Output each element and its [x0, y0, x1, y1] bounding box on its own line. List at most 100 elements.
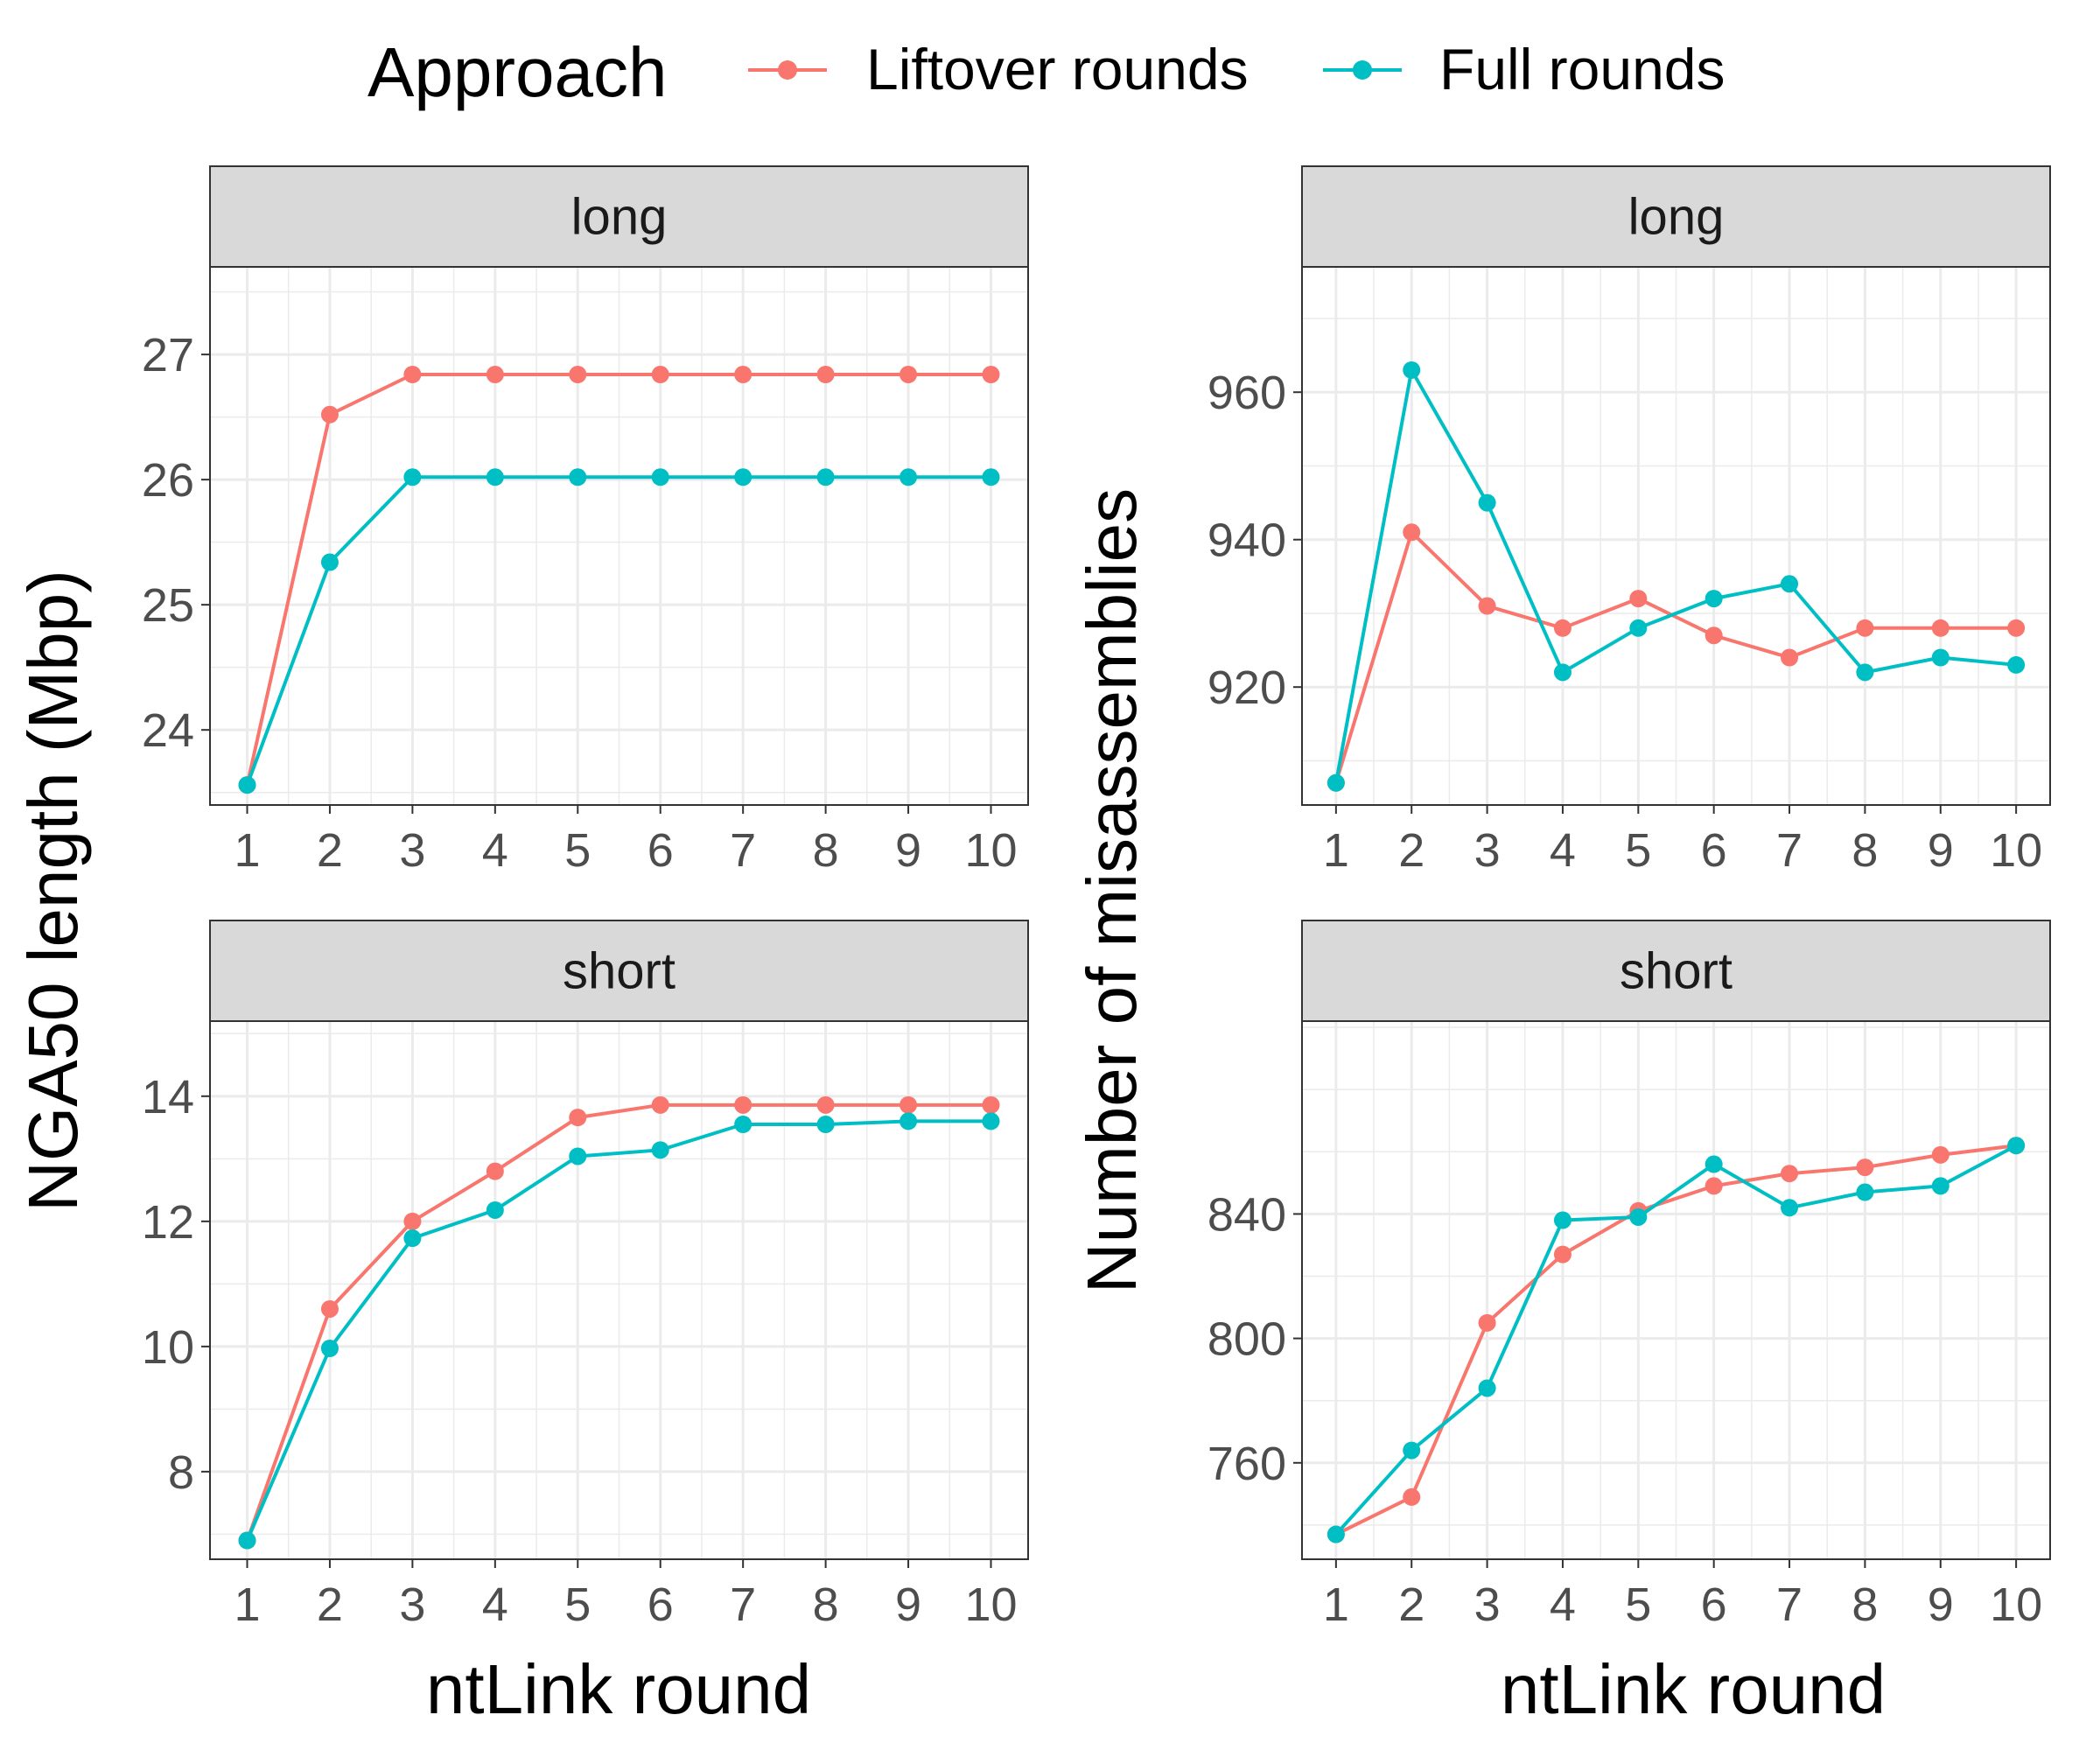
- data-point-liftover: [1553, 1245, 1572, 1264]
- data-point-liftover: [320, 405, 339, 424]
- data-point-full: [1704, 1155, 1723, 1173]
- strip-label: long: [1628, 189, 1725, 246]
- data-point-full: [320, 553, 339, 571]
- data-point-full: [651, 1141, 669, 1159]
- strip-background: [209, 165, 1029, 268]
- data-point-liftover: [2007, 619, 2026, 637]
- x-tick-label: 7: [730, 1578, 756, 1631]
- y-tick-label: 760: [1208, 1438, 1286, 1490]
- x-tick-label: 4: [1550, 824, 1576, 877]
- x-tick-label: 10: [964, 824, 1017, 877]
- legend-title: Approach: [368, 33, 667, 111]
- data-point-full: [982, 468, 1000, 486]
- data-point-liftover: [816, 366, 835, 383]
- data-point-full: [1781, 1199, 1799, 1217]
- data-point-liftover: [486, 1162, 504, 1180]
- y-tick-label: 14: [142, 1071, 194, 1124]
- strip-background: [209, 920, 1029, 1022]
- panel-border: [209, 266, 1029, 806]
- legend-label-liftover: Liftover rounds: [866, 37, 1249, 102]
- y-axis-title-left: NGA50 length (Mbp): [14, 570, 92, 1212]
- x-tick-label: 3: [399, 1578, 425, 1631]
- legend: Approach Liftover rounds Full rounds: [368, 33, 1726, 111]
- x-tick-label: 9: [895, 1578, 921, 1631]
- series-line-full: [245, 475, 991, 786]
- data-point-liftover: [900, 1096, 918, 1114]
- data-point-liftover: [320, 1299, 339, 1318]
- data-point-full: [569, 1147, 587, 1166]
- data-point-full: [1704, 590, 1723, 608]
- data-point-liftover: [1403, 523, 1421, 542]
- x-tick-label: 4: [482, 824, 508, 877]
- data-point-full: [816, 1115, 835, 1133]
- data-point-liftover: [734, 1096, 752, 1114]
- x-tick-label: 4: [1550, 1578, 1576, 1631]
- x-tick-label: 10: [1990, 824, 2042, 877]
- y-axis-title-right: Number of misassemblies: [1073, 488, 1151, 1293]
- data-point-full: [403, 1229, 422, 1248]
- data-point-full: [1553, 663, 1572, 682]
- x-tick-label: 3: [1474, 1578, 1501, 1631]
- series-line-liftover: [245, 1102, 991, 1542]
- y-tick-label: 800: [1208, 1313, 1286, 1366]
- x-tick-label: 9: [1928, 1578, 1954, 1631]
- x-tick-label: 1: [1323, 1578, 1349, 1631]
- series-line-full: [1334, 368, 2017, 784]
- x-tick-label: 8: [813, 824, 839, 877]
- data-point-full: [1326, 774, 1345, 792]
- data-point-full: [734, 468, 752, 486]
- series-line-liftover: [1334, 530, 2017, 784]
- data-point-full: [1403, 1441, 1421, 1460]
- y-tick-label: 940: [1208, 514, 1286, 567]
- data-point-full: [1931, 1177, 1950, 1195]
- x-tick-label: 8: [1852, 1578, 1878, 1631]
- data-point-liftover: [1781, 648, 1799, 667]
- x-tick-label: 7: [730, 824, 756, 877]
- series-line-full: [1334, 1144, 2018, 1536]
- data-point-full: [238, 1531, 256, 1550]
- data-point-full: [2007, 655, 2026, 674]
- y-tick-label: 840: [1208, 1188, 1286, 1241]
- data-point-liftover: [1704, 1177, 1723, 1195]
- x-axis-title-left: ntLink round: [426, 1650, 811, 1728]
- data-point-full: [569, 468, 587, 486]
- data-point-liftover: [1856, 1158, 1874, 1177]
- data-point-liftover: [403, 366, 422, 383]
- y-tick-label: 12: [142, 1196, 194, 1249]
- data-point-full: [2007, 1137, 2026, 1155]
- y-tick-label: 26: [142, 454, 194, 507]
- data-point-liftover: [1704, 626, 1723, 645]
- data-point-liftover: [651, 366, 669, 383]
- data-point-liftover: [1403, 1488, 1421, 1506]
- y-tick-label: 8: [168, 1446, 194, 1499]
- strip-label: long: [571, 189, 668, 246]
- x-tick-label: 6: [1701, 1578, 1727, 1631]
- legend-entry-liftover: Liftover rounds: [748, 37, 1249, 102]
- x-axis-title-right: ntLink round: [1501, 1650, 1886, 1728]
- x-tick-label: 6: [1701, 824, 1727, 877]
- data-point-liftover: [403, 1212, 422, 1230]
- series-line-liftover: [1334, 1144, 2017, 1536]
- y-tick-label: 24: [142, 704, 194, 757]
- data-point-liftover: [1931, 619, 1950, 637]
- x-tick-label: 1: [1323, 824, 1349, 877]
- x-tick-label: 8: [813, 1578, 839, 1631]
- y-tick-label: 27: [142, 329, 194, 382]
- data-point-liftover: [1629, 590, 1648, 608]
- data-point-liftover: [982, 366, 1000, 383]
- data-point-liftover: [982, 1096, 1000, 1114]
- x-tick-label: 2: [317, 1578, 343, 1631]
- data-point-full: [1629, 619, 1648, 637]
- data-point-liftover: [1856, 619, 1874, 637]
- series-line-full: [245, 1119, 991, 1542]
- series-line-liftover: [245, 373, 991, 786]
- x-tick-label: 2: [1398, 1578, 1424, 1631]
- panel-misassemblies-short: short 760 800 840 1 2 3 4 5 6 7 8 9 10: [1208, 920, 2051, 1631]
- data-point-full: [486, 468, 504, 486]
- data-point-liftover: [1781, 1165, 1799, 1183]
- data-point-full: [238, 776, 256, 794]
- panel-misassemblies-long: long 920 940 960 1 2 3 4 5 6 7 8 9 10: [1208, 165, 2051, 877]
- legend-key-point-full: [1353, 60, 1372, 80]
- x-tick-label: 6: [648, 1578, 674, 1631]
